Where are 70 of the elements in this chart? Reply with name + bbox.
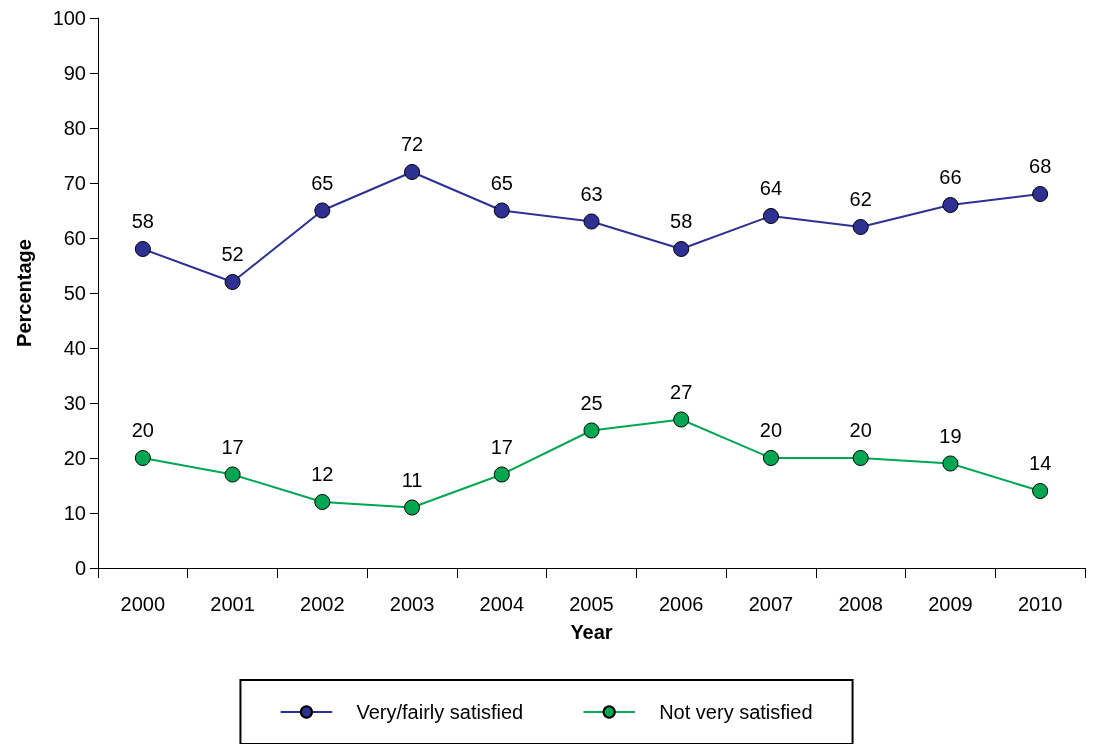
data-label: 17 <box>221 435 244 458</box>
y-tick-label: 50 <box>63 282 86 304</box>
data-label: 64 <box>759 177 783 199</box>
data-label: 20 <box>849 419 872 441</box>
data-label: 65 <box>311 171 334 194</box>
data-label: 68 <box>1029 155 1052 177</box>
x-tick-label: 2003 <box>389 593 435 615</box>
y-tick-label: 20 <box>63 447 86 469</box>
point <box>404 164 421 180</box>
data-label: 63 <box>580 182 603 205</box>
x-tick-label: 2002 <box>300 593 345 615</box>
data-label: 52 <box>221 243 244 265</box>
data-label: 62 <box>849 188 872 210</box>
y-tick-label: 40 <box>63 337 86 359</box>
x-tick-label: 2000 <box>120 593 166 615</box>
point <box>224 274 241 290</box>
x-tick-label: 2009 <box>928 593 973 615</box>
point <box>134 241 151 257</box>
y-axis-title: Percentage <box>13 239 35 347</box>
y-tick-label: 10 <box>63 502 86 524</box>
data-label: 58 <box>131 210 154 232</box>
point <box>224 466 241 483</box>
x-tick-label: 2007 <box>748 593 794 615</box>
data-label: 72 <box>400 133 424 155</box>
point <box>852 219 869 235</box>
data-label: 66 <box>939 166 962 188</box>
point <box>1032 483 1049 499</box>
point <box>314 494 331 510</box>
point <box>852 450 869 466</box>
data-label: 17 <box>490 435 513 458</box>
x-tick-label: 2010 <box>1017 593 1063 615</box>
x-tick-label: 2005 <box>569 593 614 615</box>
legend-label: Not very satisfied <box>659 701 813 723</box>
data-label: 20 <box>131 419 154 441</box>
point <box>493 202 510 219</box>
point <box>493 466 510 483</box>
y-tick-label: 90 <box>63 62 86 84</box>
y-tick-label: 30 <box>63 392 86 414</box>
data-label: 27 <box>670 380 693 403</box>
x-axis-title: Year <box>570 621 613 643</box>
point <box>673 241 690 257</box>
y-tick-label: 100 <box>52 7 86 29</box>
y-tick-label: 60 <box>63 227 86 249</box>
data-label: 19 <box>939 424 962 447</box>
point <box>942 197 959 213</box>
data-label: 25 <box>580 391 603 414</box>
point <box>314 202 331 219</box>
point <box>762 208 779 224</box>
y-tick-label: 80 <box>63 117 86 139</box>
data-label: 65 <box>490 171 513 194</box>
point <box>404 499 421 516</box>
data-label: 11 <box>401 468 423 491</box>
data-label: 58 <box>670 210 693 232</box>
data-label: 14 <box>1029 452 1052 474</box>
x-tick-label: 2001 <box>210 593 255 615</box>
data-label: 20 <box>759 419 783 441</box>
point <box>1032 186 1049 202</box>
data-label: 12 <box>311 463 334 485</box>
x-tick-label: 2006 <box>658 593 704 615</box>
y-tick-label: 0 <box>74 557 86 579</box>
x-tick-label: 2008 <box>838 593 883 615</box>
legend-label: Very/fairly satisfied <box>356 701 524 723</box>
point <box>134 450 151 466</box>
point <box>583 422 600 439</box>
point <box>673 411 690 428</box>
x-tick-label: 2004 <box>479 593 525 615</box>
point <box>942 455 959 472</box>
point <box>762 450 779 466</box>
y-tick-label: 70 <box>63 172 86 194</box>
point <box>583 213 600 230</box>
